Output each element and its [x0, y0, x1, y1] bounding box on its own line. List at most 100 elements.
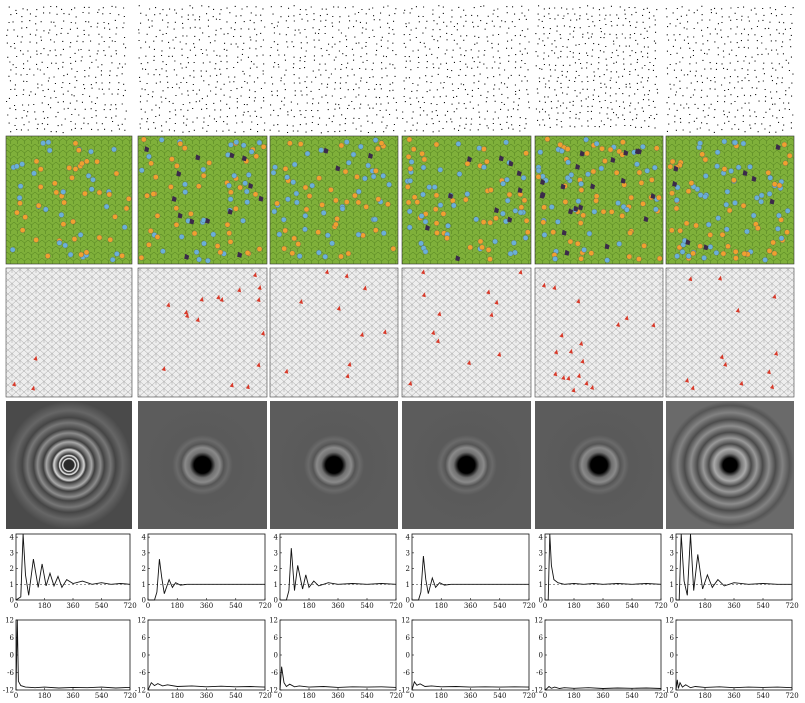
cell-marker	[758, 192, 765, 199]
cell-marker	[653, 206, 659, 213]
cell-marker	[500, 210, 506, 217]
x-tick-label: 0	[14, 692, 18, 700]
x-tick-label: 180	[698, 602, 711, 610]
line-plot-panel: 0 180 360 540 720 -12 -6 0 6 12	[135, 617, 272, 701]
cell-marker	[344, 139, 350, 145]
cell-marker	[363, 204, 369, 210]
y-tick-label: 6	[274, 634, 279, 642]
y-tick-label: -12	[3, 687, 14, 695]
y-tick-label: 1	[406, 581, 410, 589]
tiling-defect	[183, 309, 188, 315]
cell-marker	[200, 166, 207, 173]
cell-marker	[329, 240, 335, 247]
y-tick-label: 0	[670, 597, 674, 605]
cell-marker	[196, 256, 202, 263]
cell-defect	[323, 147, 329, 154]
cell-marker	[148, 160, 154, 167]
cell-marker	[674, 184, 681, 191]
cell-marker	[60, 221, 67, 227]
data-line	[280, 548, 397, 601]
cell-marker	[70, 218, 76, 225]
cell-marker	[316, 175, 322, 181]
structure-factor-image	[138, 401, 267, 529]
cell-marker	[338, 142, 345, 149]
cell-marker	[19, 161, 25, 167]
cell-marker	[246, 172, 252, 178]
cell-marker	[602, 158, 608, 164]
cell-marker	[640, 201, 646, 207]
cell-marker	[463, 196, 469, 203]
cell-marker	[284, 174, 290, 180]
cell-marker	[467, 244, 473, 251]
cell-marker	[740, 140, 747, 147]
cell-marker	[674, 253, 680, 259]
cell-marker	[160, 248, 166, 254]
cell-marker	[289, 250, 296, 256]
cell-marker	[14, 209, 20, 216]
cell-marker	[405, 153, 412, 160]
cell-marker	[210, 231, 217, 238]
cell-marker	[456, 171, 463, 177]
cell-defect	[467, 156, 472, 163]
y-tick-label: 2	[406, 565, 410, 573]
tiling-background	[137, 267, 268, 398]
y-tick-label: 3	[142, 549, 146, 557]
tiling-defect	[735, 307, 740, 313]
y-tick-label: 2	[539, 565, 543, 573]
tiling-defect	[651, 322, 656, 328]
x-tick-label: 0	[146, 602, 150, 610]
cell-marker	[731, 177, 737, 183]
cell-defect	[189, 218, 195, 225]
cell-marker	[464, 191, 471, 197]
cell-marker	[295, 241, 301, 247]
cell-marker	[656, 255, 663, 262]
cell-marker	[103, 203, 110, 210]
cell-marker	[626, 253, 633, 260]
x-tick-label: 360	[200, 692, 213, 700]
x-tick-label: 360	[727, 692, 740, 700]
cell-marker	[431, 184, 438, 190]
y-tick-label: 12	[665, 617, 674, 625]
cell-marker	[373, 168, 379, 174]
tiling-defect	[486, 289, 491, 295]
cell-marker	[723, 201, 730, 208]
y-tick-label: 6	[10, 634, 15, 642]
cell-marker	[426, 184, 432, 190]
cell-marker	[252, 191, 259, 198]
cell-marker	[455, 141, 462, 147]
x-tick-label: 540	[95, 692, 108, 700]
y-tick-label: 6	[142, 634, 147, 642]
line-plot-panel: 0 180 360 540 720 0 1 2 3 4	[406, 533, 536, 610]
cell-marker	[316, 249, 322, 256]
cell-marker	[552, 256, 558, 262]
cell-marker	[598, 165, 605, 172]
x-tick-label: 720	[123, 692, 136, 700]
point-pattern-panel	[402, 5, 530, 133]
cell-defect	[685, 239, 691, 246]
y-tick-label: 3	[406, 549, 410, 557]
cell-marker	[78, 251, 84, 258]
cell-marker	[724, 226, 730, 233]
cell-marker	[432, 206, 439, 212]
cell-marker	[485, 247, 492, 253]
cell-marker	[240, 142, 247, 149]
x-tick-label: 360	[66, 602, 79, 610]
cell-marker	[420, 191, 426, 198]
line-plot-panel: 0 180 360 540 720 0 1 2 3 4	[10, 533, 137, 610]
cell-marker	[174, 163, 180, 169]
cell-defect	[184, 253, 190, 260]
cell-marker	[37, 184, 44, 190]
cell-marker	[702, 193, 708, 200]
x-tick-label: 180	[698, 692, 711, 700]
cell-defect	[171, 195, 177, 202]
cell-marker	[766, 191, 773, 197]
x-tick-label: 540	[95, 602, 108, 610]
cell-marker	[707, 232, 713, 238]
point-pattern-row	[6, 5, 794, 134]
cell-marker	[690, 250, 696, 257]
tiling-background	[269, 267, 399, 398]
x-tick-label: 180	[567, 602, 580, 610]
cell-marker	[339, 205, 346, 212]
cell-marker	[440, 211, 447, 217]
cell-marker	[677, 227, 683, 234]
